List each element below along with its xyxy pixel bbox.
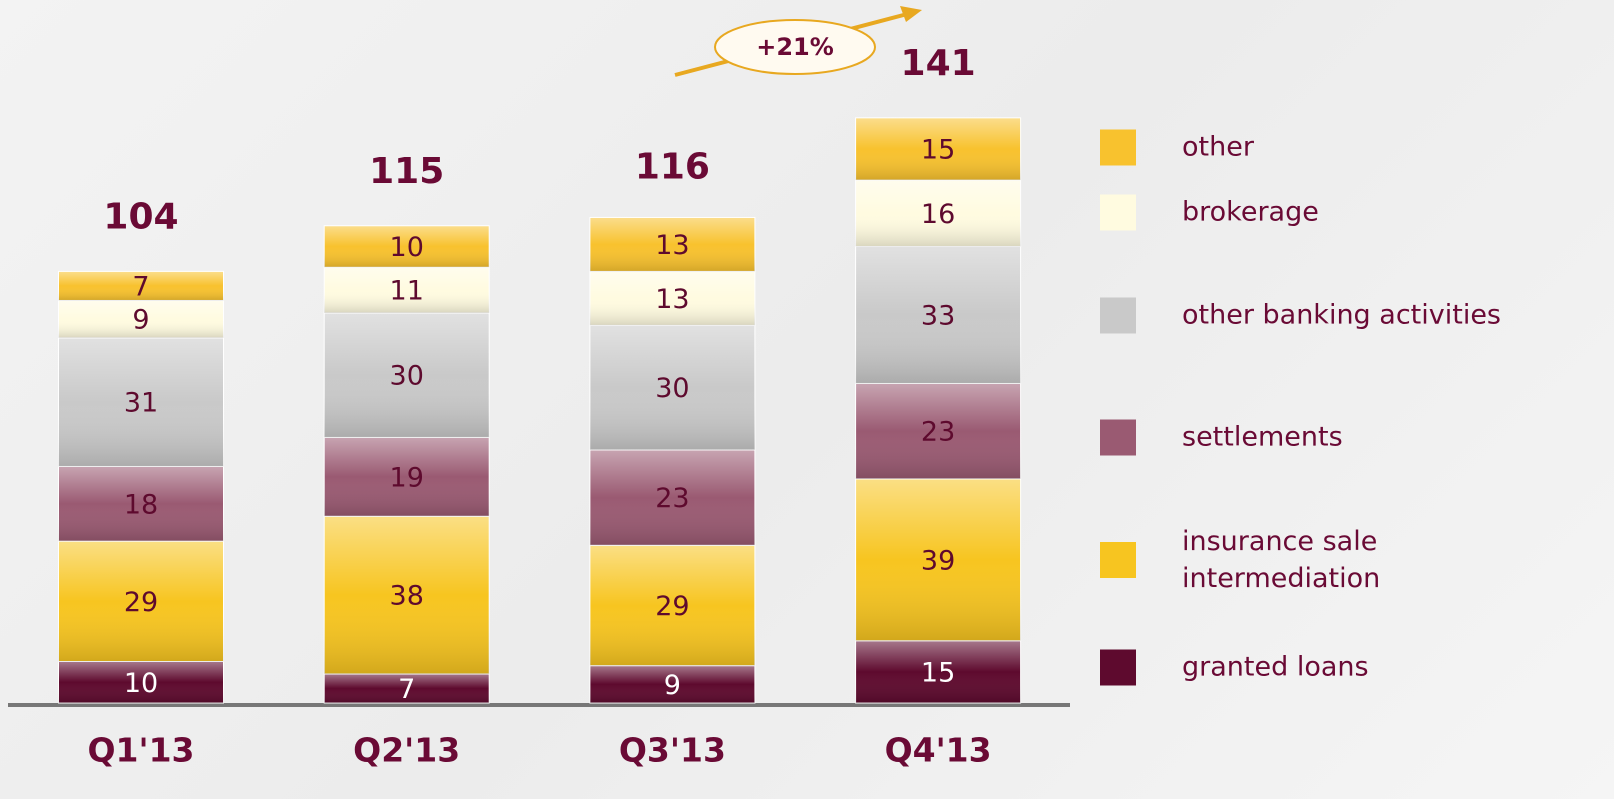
segment-label: 15: [921, 134, 955, 165]
legend-item: other banking activities: [1100, 297, 1582, 334]
segment-label: 18: [124, 489, 158, 520]
x-tick-label: Q2'13: [353, 731, 460, 770]
segment-label: 29: [124, 587, 158, 618]
legend-swatch: [1100, 129, 1136, 165]
legend-label: other: [1182, 129, 1582, 166]
segment-label: 13: [655, 284, 689, 315]
segment-label: 10: [390, 232, 424, 263]
segment-label: 23: [921, 417, 955, 448]
segment-label: 31: [124, 388, 158, 419]
legend-item: settlements: [1100, 419, 1582, 456]
legend-label: granted loans: [1182, 649, 1582, 686]
segment-label: 23: [655, 483, 689, 514]
segment-label: 29: [655, 591, 689, 622]
segment-label: 7: [398, 674, 415, 705]
legend-swatch: [1100, 297, 1136, 333]
segment-label: 7: [132, 271, 149, 302]
legend-swatch: [1100, 194, 1136, 230]
total-label: 141: [901, 43, 976, 84]
segment-label: 9: [664, 670, 681, 701]
legend-label: other banking activities: [1182, 297, 1582, 334]
segment-label: 15: [921, 657, 955, 688]
total-label: 116: [635, 147, 710, 188]
x-tick-label: Q4'13: [885, 731, 992, 770]
segment-label: 10: [124, 668, 158, 699]
segment-label: 11: [390, 276, 424, 307]
legend-swatch: [1100, 419, 1136, 455]
legend-item: insurance sale intermediation: [1100, 523, 1442, 597]
total-label: 104: [103, 196, 178, 237]
total-label: 115: [369, 151, 444, 192]
x-tick-label: Q3'13: [619, 731, 726, 770]
segment-label: 30: [655, 373, 689, 404]
legend-item: granted loans: [1100, 649, 1582, 686]
segment-label: 38: [390, 581, 424, 612]
segment-label: 13: [655, 230, 689, 261]
legend-item: other: [1100, 129, 1582, 166]
segment-label: 16: [921, 199, 955, 230]
legend-label: settlements: [1182, 419, 1582, 456]
legend-label: brokerage: [1182, 194, 1582, 231]
legend-label: insurance sale intermediation: [1182, 523, 1442, 597]
legend-item: brokerage: [1100, 194, 1582, 231]
legend-swatch: [1100, 649, 1136, 685]
segment-label: 9: [132, 305, 149, 336]
annotation: +21%: [756, 33, 834, 61]
arrow-head: [900, 6, 922, 22]
segment-label: 19: [390, 462, 424, 493]
legend-swatch: [1100, 542, 1136, 578]
segment-label: 39: [921, 545, 955, 576]
x-tick-label: Q1'13: [87, 731, 194, 770]
segment-label: 30: [390, 361, 424, 392]
slide: +21% 1029183197104Q1'1373819301110115Q2'…: [0, 0, 1614, 799]
segment-label: 33: [921, 300, 955, 331]
